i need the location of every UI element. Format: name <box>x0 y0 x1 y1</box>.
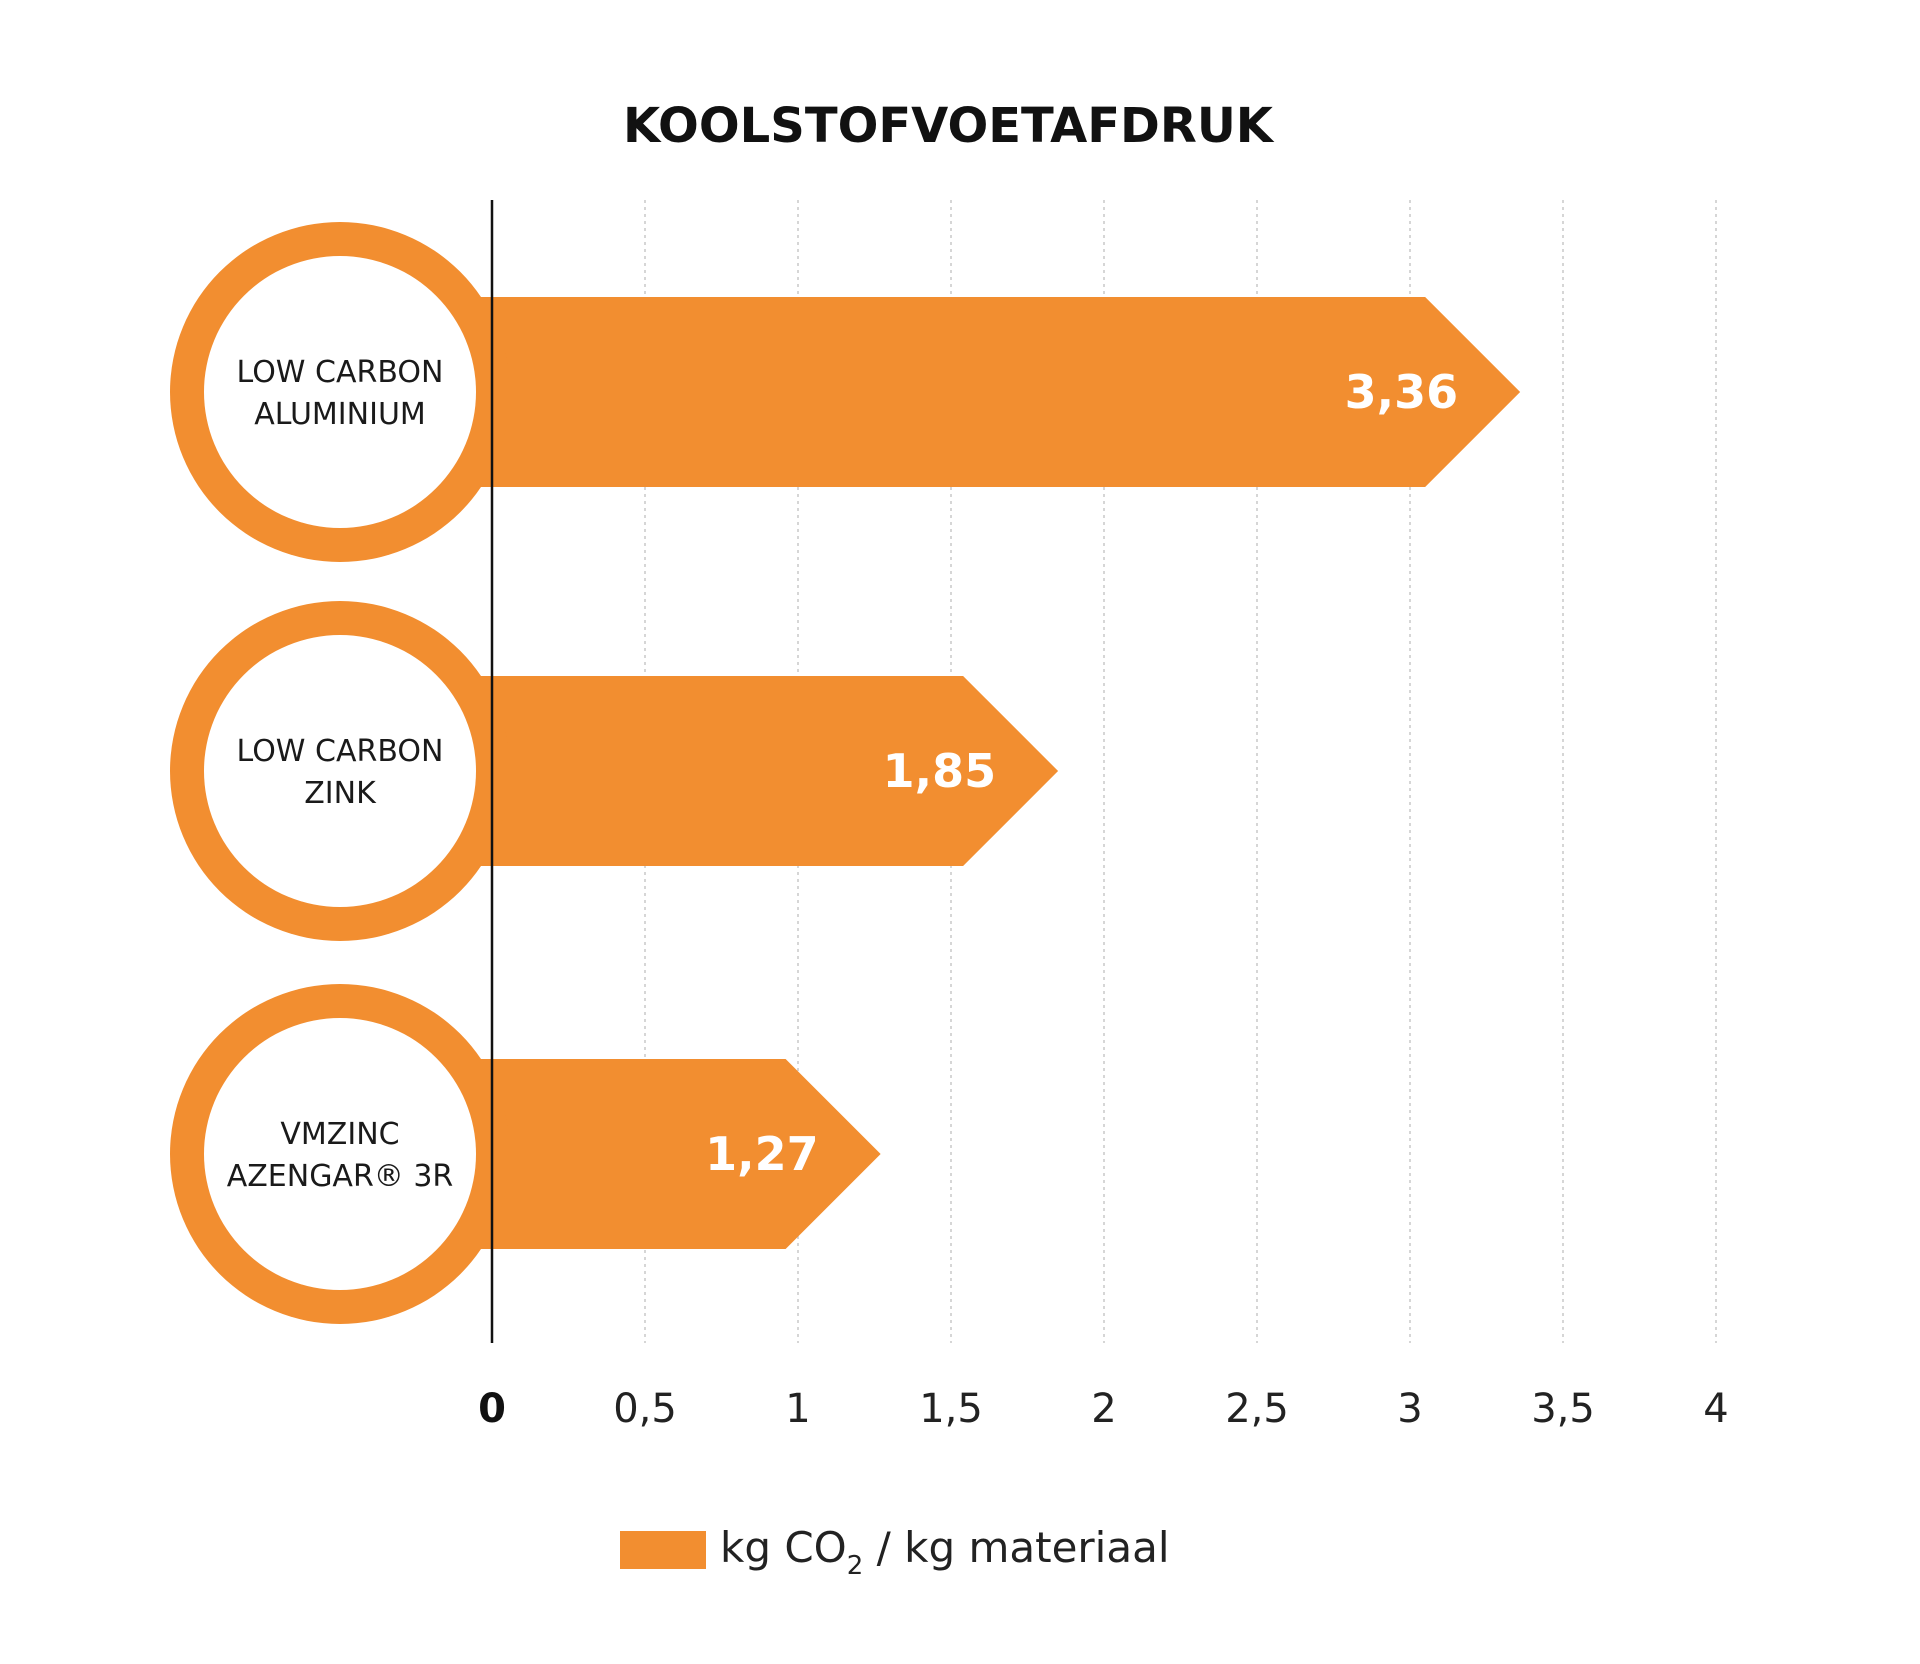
category-label-line1-1: LOW CARBON <box>237 734 444 769</box>
category-circle-0 <box>204 256 476 528</box>
chart-title: KOOLSTOFVOETAFDRUK <box>623 98 1275 154</box>
bar-group-0: LOW CARBON ALUMINIUM 3,36 <box>170 222 1521 562</box>
tick-label-3: 1,5 <box>919 1386 983 1432</box>
category-circle-2 <box>204 1018 476 1290</box>
x-axis: 0 0,5 1 1,5 2 2,5 3 3,5 4 <box>478 200 1729 1432</box>
bar-2 <box>470 1059 881 1249</box>
bar-group-1: LOW CARBON ZINK 1,85 <box>170 601 1059 941</box>
legend-swatch <box>620 1531 706 1569</box>
category-label-line1-0: LOW CARBON <box>237 355 444 390</box>
legend-subscript: 2 <box>847 1551 864 1581</box>
category-label-line2-1: ZINK <box>304 776 377 811</box>
value-label-1: 1,85 <box>883 744 997 798</box>
bar-group-2: VMZINC AZENGAR® 3R 1,27 <box>170 984 881 1324</box>
category-circle-1 <box>204 635 476 907</box>
tick-label-8: 4 <box>1703 1386 1728 1432</box>
category-label-line1-2: VMZINC <box>280 1117 399 1152</box>
category-label-line2-2: AZENGAR® 3R <box>227 1159 454 1194</box>
bar-1 <box>470 676 1059 866</box>
category-label-line2-0: ALUMINIUM <box>254 397 426 432</box>
legend-suffix: / kg materiaal <box>863 1523 1169 1572</box>
tick-label-4: 2 <box>1091 1386 1116 1432</box>
bars: LOW CARBON ALUMINIUM 3,36 LOW CARBON ZINK 1,8… <box>170 222 1521 1324</box>
tick-label-6: 3 <box>1397 1386 1422 1432</box>
tick-label-0: 0 <box>478 1386 506 1432</box>
tick-label-5: 2,5 <box>1225 1386 1289 1432</box>
legend-prefix: kg CO <box>720 1523 847 1572</box>
value-label-2: 1,27 <box>705 1127 819 1181</box>
bar-0 <box>470 297 1521 487</box>
tick-label-7: 3,5 <box>1531 1386 1595 1432</box>
tick-label-2: 1 <box>785 1386 810 1432</box>
legend-label: kg CO2 / kg materiaal <box>720 1523 1170 1581</box>
value-label-0: 3,36 <box>1345 365 1459 419</box>
legend: kg CO2 / kg materiaal <box>620 1523 1170 1581</box>
tick-label-1: 0,5 <box>613 1386 677 1432</box>
